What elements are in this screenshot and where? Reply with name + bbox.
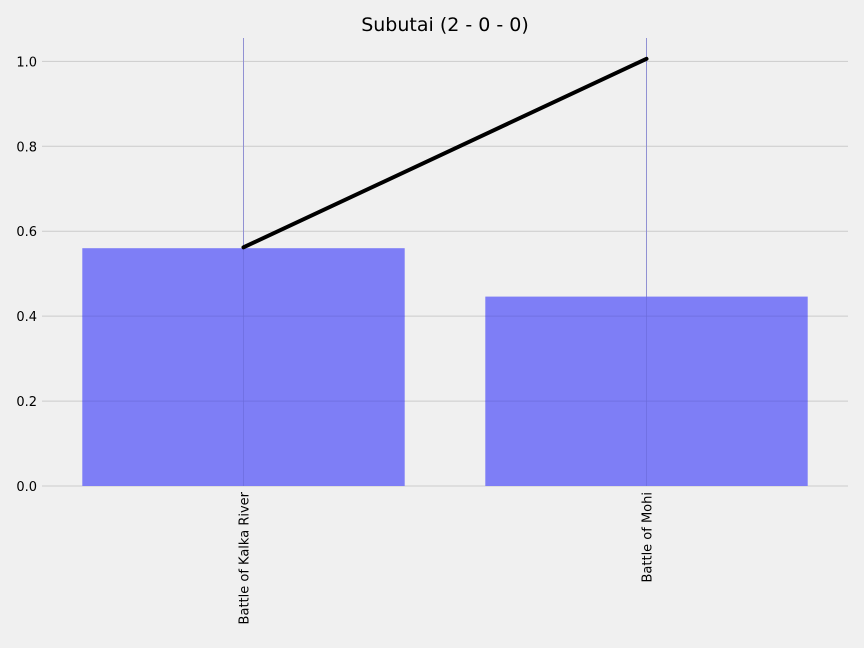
y-tick-label: 0.8 — [16, 140, 37, 155]
bars — [82, 38, 808, 486]
line-series — [241, 56, 649, 250]
y-tick-label: 0.4 — [16, 310, 37, 325]
y-tick-label: 0.2 — [16, 395, 37, 410]
x-tick-label: Battle of Mohi — [641, 492, 656, 583]
chart-title: Subutai (2 - 0 - 0) — [361, 14, 529, 36]
x-axis-ticks: Battle of Kalka River Battle of Mohi — [238, 491, 656, 624]
y-axis-ticks: 0.0 0.2 0.4 0.6 0.8 1.0 — [16, 55, 37, 495]
series-line — [241, 56, 649, 250]
y-tick-label: 1.0 — [16, 55, 37, 70]
y-tick-label: 0.0 — [16, 480, 37, 495]
y-tick-label: 0.6 — [16, 225, 37, 240]
x-tick-label: Battle of Kalka River — [238, 491, 253, 624]
